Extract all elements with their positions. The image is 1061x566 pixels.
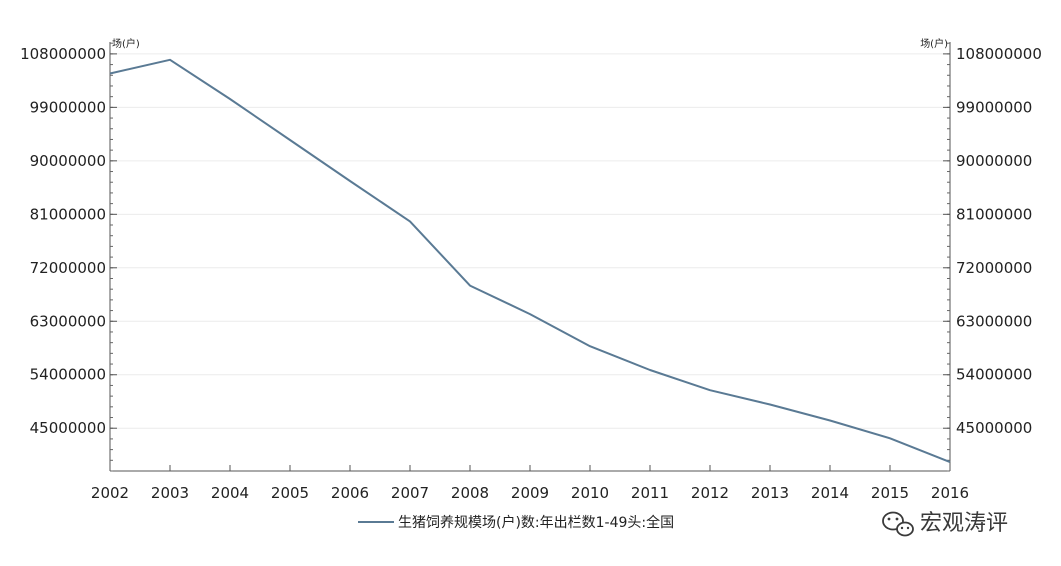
x-tick-label: 2006 <box>331 484 369 502</box>
x-tick-label: 2011 <box>631 484 669 502</box>
series-line <box>109 58 951 464</box>
x-tick-label: 2015 <box>871 484 909 502</box>
x-tick-label: 2012 <box>691 484 729 502</box>
y-tick-label-right: 108000000 <box>956 45 1042 63</box>
y-tick-label-right: 72000000 <box>956 259 1032 277</box>
legend: 生猪饲养规模场(户)数:年出栏数1-49头:全国 <box>358 514 674 531</box>
grid <box>110 53 950 429</box>
wechat-icon <box>882 511 914 537</box>
tick-labels: 45000000 45000000 54000000 54000000 63000000… <box>20 45 1042 502</box>
left-unit-label: 场(户) <box>112 37 140 50</box>
x-tick-label: 2007 <box>391 484 429 502</box>
x-tick-label: 2004 <box>211 484 249 502</box>
legend-label: 生猪饲养规模场(户)数:年出栏数1-49头:全国 <box>398 514 674 531</box>
y-tick-label-left: 72000000 <box>30 259 106 277</box>
y-tick-label-left: 99000000 <box>30 98 106 116</box>
axes <box>109 42 951 472</box>
watermark-text: 宏观涛评 <box>920 511 1008 536</box>
y-tick-label-right: 45000000 <box>956 419 1032 437</box>
x-tick-label: 2005 <box>271 484 309 502</box>
y-tick-label-left: 108000000 <box>20 45 106 63</box>
x-tick-label: 2008 <box>451 484 489 502</box>
y-tick-label-left: 63000000 <box>30 312 106 330</box>
y-tick-label-right: 63000000 <box>956 312 1032 330</box>
x-tick-label: 2014 <box>811 484 849 502</box>
y-tick-label-right: 81000000 <box>956 205 1032 223</box>
y-tick-label-left: 54000000 <box>30 366 106 384</box>
x-tick-label: 2002 <box>91 484 129 502</box>
x-tick-label: 2009 <box>511 484 549 502</box>
ticks <box>109 42 951 472</box>
y-tick-label-left: 90000000 <box>30 152 106 170</box>
x-tick-label: 2013 <box>751 484 789 502</box>
y-tick-label-right: 99000000 <box>956 98 1032 116</box>
x-tick-label: 2003 <box>151 484 189 502</box>
y-tick-label-left: 81000000 <box>30 205 106 223</box>
series <box>109 58 951 464</box>
x-tick-label: 2016 <box>931 484 969 502</box>
y-tick-label-right: 90000000 <box>956 152 1032 170</box>
right-unit-label: 场(户) <box>920 37 948 50</box>
x-tick-label: 2010 <box>571 484 609 502</box>
watermark: 宏观涛评 <box>882 511 1008 537</box>
y-tick-label-left: 45000000 <box>30 419 106 437</box>
y-tick-label-right: 54000000 <box>956 366 1032 384</box>
